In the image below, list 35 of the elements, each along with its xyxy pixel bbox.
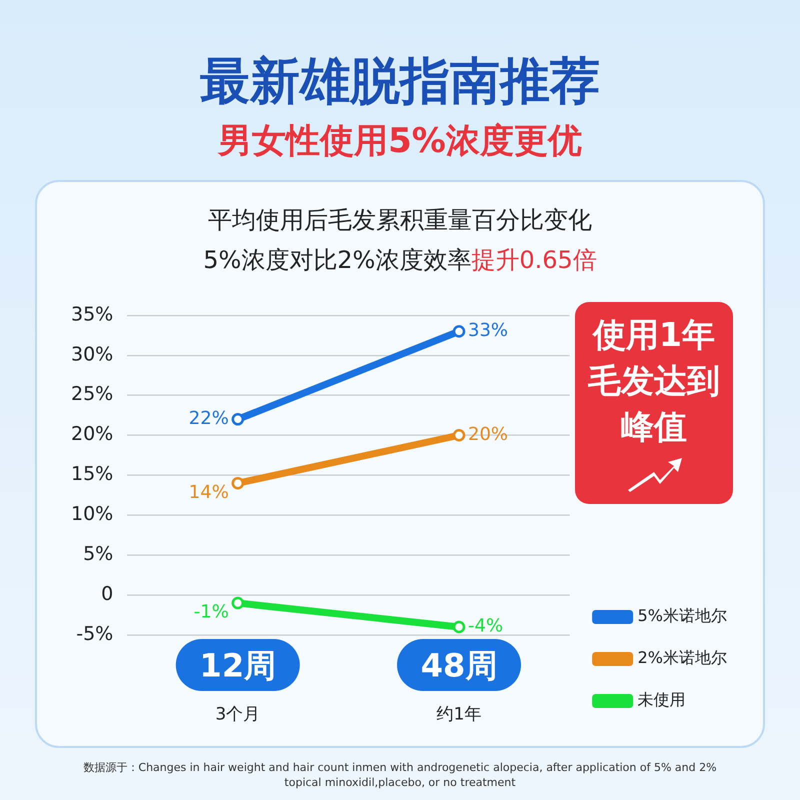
data-label: 22% bbox=[188, 408, 229, 429]
data-label: -1% bbox=[194, 602, 229, 623]
x-tick-label: 48周 bbox=[420, 646, 498, 685]
point bbox=[452, 325, 466, 338]
point bbox=[452, 620, 466, 634]
y-tick-label: 5% bbox=[83, 543, 114, 566]
point bbox=[452, 429, 466, 442]
legend-label: 2%米诺地尔 bbox=[638, 648, 728, 668]
text: 3个月 bbox=[215, 704, 260, 724]
text: 约1年 bbox=[436, 704, 482, 724]
y-tick-label: -5% bbox=[76, 622, 114, 645]
chart-title: 最新雄脱指南推荐 bbox=[199, 51, 601, 112]
legend-label: 未使用 bbox=[638, 690, 686, 710]
text: 提升0.65倍 bbox=[471, 246, 597, 274]
point bbox=[232, 476, 244, 490]
y-tick-label: 10% bbox=[70, 503, 114, 526]
y-tick-label: 25% bbox=[70, 383, 114, 406]
y-tick-label: 30% bbox=[70, 343, 114, 366]
data-label: 20% bbox=[468, 424, 508, 445]
data-label: 14% bbox=[188, 482, 229, 503]
y-tick-label: 35% bbox=[70, 303, 114, 326]
text: 5%浓度对比2%浓度效率 bbox=[203, 246, 472, 274]
text: 平均使用后毛发累积重量百分比变化 bbox=[207, 205, 593, 236]
y-tick-label: 15% bbox=[70, 463, 114, 486]
data-label: -4% bbox=[468, 616, 504, 637]
data-label: 33% bbox=[468, 320, 508, 342]
text: 数据源于：Changes in hair weight and hair count inmen with androgenetic alopecia, after application of 5% and 2% topical minoxidil,placebo, or no treatment bbox=[82, 760, 718, 790]
point bbox=[232, 413, 244, 426]
legend-label: 5%米诺地尔 bbox=[638, 606, 728, 626]
text: 使用1年毛发达到峰值 bbox=[588, 315, 720, 446]
y-tick-label: 0 bbox=[101, 582, 114, 605]
y-tick-label: 20% bbox=[70, 423, 114, 446]
chart-subtitle: 男女性使用5%浓度更优 bbox=[216, 120, 583, 163]
point bbox=[232, 596, 244, 610]
x-tick-label: 12周 bbox=[200, 646, 276, 685]
